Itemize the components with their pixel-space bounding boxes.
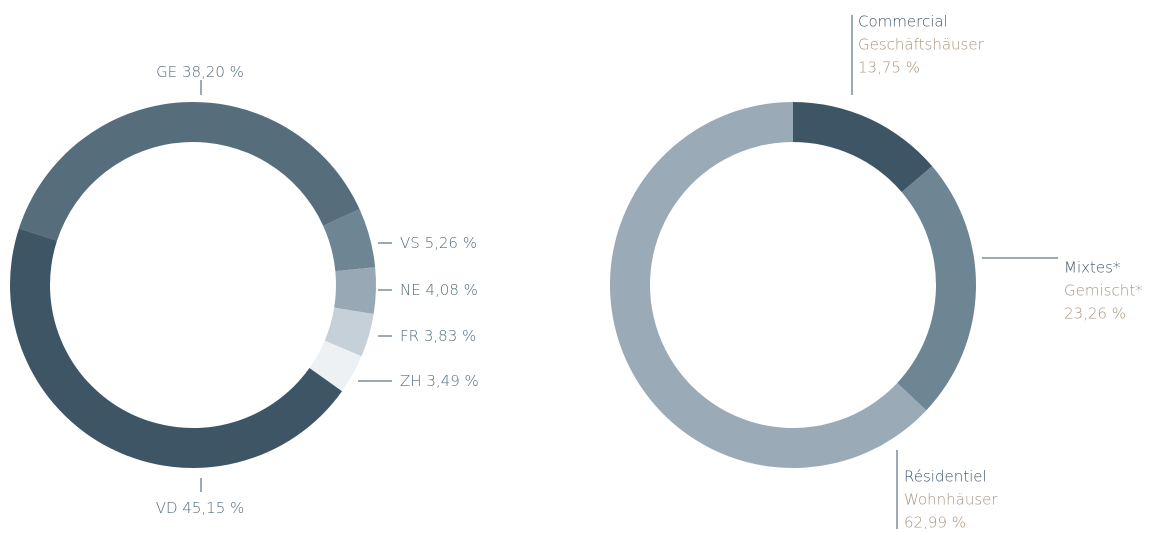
slice-label: FR 3,83 % bbox=[400, 327, 476, 345]
slice-label: VD 45,15 % bbox=[156, 499, 245, 517]
category-label: FR bbox=[400, 327, 419, 345]
category-label-secondary: Gemischt* bbox=[1064, 282, 1143, 300]
category-label: VD bbox=[156, 499, 178, 517]
value-label: 23,26 % bbox=[1064, 305, 1126, 323]
slice-label: ZH 3,49 % bbox=[400, 372, 479, 390]
slice-label: VS 5,26 % bbox=[400, 234, 477, 252]
value-label: 38,20 % bbox=[182, 63, 244, 81]
donut-segment bbox=[609, 102, 927, 468]
donut-segment bbox=[324, 307, 374, 357]
value-label: 62,99 % bbox=[904, 514, 966, 530]
value-label: 3,49 % bbox=[426, 372, 478, 390]
donut-segment bbox=[10, 228, 343, 468]
value-label: 45,15 % bbox=[182, 499, 244, 517]
value-label: 13,75 % bbox=[858, 59, 920, 77]
value-label: 3,83 % bbox=[424, 327, 476, 345]
category-label-secondary: Geschäftshäuser bbox=[858, 36, 985, 54]
donut-segment bbox=[18, 102, 360, 241]
donut-segment bbox=[309, 340, 362, 392]
category-label: NE bbox=[400, 281, 421, 299]
category-label: Commercial bbox=[858, 13, 948, 31]
category-label: VS bbox=[400, 234, 420, 252]
category-label: Mixtes* bbox=[1064, 259, 1120, 277]
donut-segment bbox=[793, 102, 933, 193]
slice-label: NE 4,08 % bbox=[400, 281, 478, 299]
donut-segment bbox=[334, 267, 377, 315]
value-label: 5,26 % bbox=[425, 234, 477, 252]
category-label: ZH bbox=[400, 372, 422, 390]
slice-label: GE 38,20 % bbox=[156, 63, 244, 81]
category-label-secondary: Wohnhäuser bbox=[904, 491, 998, 509]
donut-segment bbox=[897, 166, 977, 411]
donut-segment bbox=[323, 209, 376, 272]
value-label: 4,08 % bbox=[425, 281, 477, 299]
category-label: GE bbox=[156, 63, 177, 81]
category-label: Résidentiel bbox=[904, 468, 987, 486]
